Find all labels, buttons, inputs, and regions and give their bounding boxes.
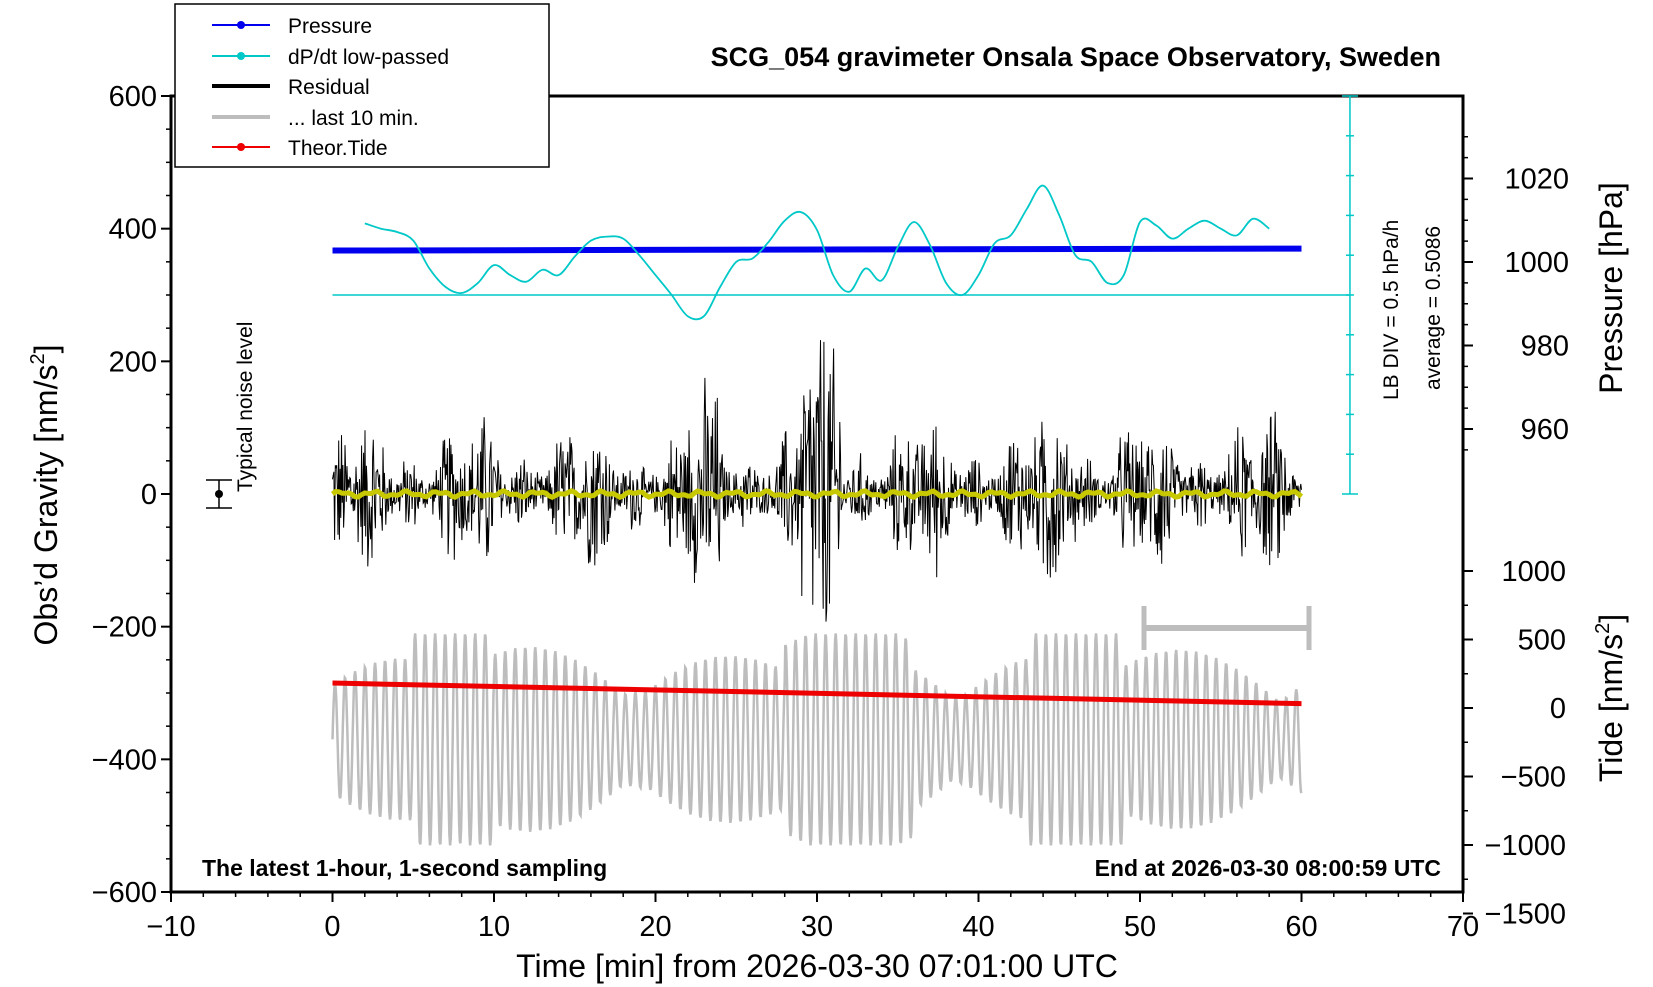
x-tick-label: 50 bbox=[1124, 911, 1156, 943]
pressure-tick-label: 1000 bbox=[1504, 247, 1569, 279]
legend-item-dpdt: dP/dt low-passed bbox=[212, 46, 449, 69]
y-tick-label: −600 bbox=[92, 877, 157, 909]
footer-end-time: End at 2026-03-30 08:00:59 UTC bbox=[1095, 855, 1441, 881]
y-tick-label: 200 bbox=[109, 346, 157, 378]
last-10-min-line bbox=[331, 633, 1303, 846]
tide-axis-label: Tide [nm/s2] bbox=[1592, 614, 1629, 782]
x-tick-label: 70 bbox=[1447, 911, 1479, 943]
x-tick-label: 0 bbox=[324, 911, 340, 943]
legend: Pressure dP/dt low-passed Residual ... l… bbox=[174, 3, 550, 168]
x-tick-label: 10 bbox=[478, 911, 510, 943]
axis-ticks: −10 0 10 20 30 40 50 60 70−600−400−2000200400600… bbox=[92, 81, 1569, 943]
pressure-average-label: average = 0.5086 bbox=[1422, 226, 1445, 390]
tide-tick-label: −1000 bbox=[1485, 830, 1566, 862]
legend-item-theor-tide: Theor.Tide bbox=[212, 137, 388, 160]
pressure-tick-label: 980 bbox=[1521, 331, 1569, 363]
tide-tick-label: −1500 bbox=[1485, 899, 1566, 931]
y-tick-label: 600 bbox=[109, 81, 157, 113]
svg-text:Residual: Residual bbox=[288, 76, 370, 99]
x-tick-label: 60 bbox=[1285, 911, 1317, 943]
x-tick-label: −10 bbox=[146, 911, 195, 943]
y-tick-label: −400 bbox=[92, 744, 157, 776]
noise-level-label: Typical noise level bbox=[234, 322, 257, 492]
x-tick-label: 40 bbox=[962, 911, 994, 943]
y-tick-label: 400 bbox=[109, 214, 157, 246]
pressure-line bbox=[332, 245, 1302, 254]
legend-item-last-10-min: ... last 10 min. bbox=[212, 107, 419, 130]
typical-noise-indicator bbox=[206, 479, 232, 509]
last-10-min-trace bbox=[331, 633, 1303, 846]
residual-line bbox=[332, 340, 1302, 622]
svg-text:... last 10 min.: ... last 10 min. bbox=[288, 107, 419, 130]
svg-text:dP/dt low-passed: dP/dt low-passed bbox=[288, 46, 449, 69]
svg-text:Pressure: Pressure bbox=[288, 15, 372, 38]
x-tick-label: 30 bbox=[801, 911, 833, 943]
theor-tide-line bbox=[332, 680, 1302, 707]
pressure-axis-label: Pressure [hPa] bbox=[1593, 182, 1629, 394]
pressure-tick-label: 1020 bbox=[1504, 164, 1569, 196]
tide-tick-label: 0 bbox=[1550, 693, 1566, 725]
data-series bbox=[332, 95, 1358, 707]
y-tick-label: −200 bbox=[92, 612, 157, 644]
last-10-min-bracket bbox=[1141, 606, 1312, 650]
residual-trace bbox=[330, 340, 1304, 622]
footer-sampling: The latest 1-hour, 1-second sampling bbox=[202, 855, 607, 881]
svg-text:Theor.Tide: Theor.Tide bbox=[288, 137, 388, 160]
tide-tick-label: −500 bbox=[1501, 762, 1566, 794]
y-tick-label: 0 bbox=[141, 479, 157, 511]
residual-smoothed-line bbox=[330, 488, 1304, 500]
tide-tick-label: 500 bbox=[1518, 625, 1566, 657]
tide-tick-label: 1000 bbox=[1501, 556, 1566, 588]
pressure-scale-label: LB DIV = 0.5 hPa/h bbox=[1380, 220, 1403, 400]
x-axis-label: Time [min] from 2026-03-30 07:01:00 UTC bbox=[516, 948, 1118, 984]
y-axis-label: Obs’d Gravity [nm/s2] bbox=[27, 345, 64, 646]
pressure-tick-label: 960 bbox=[1521, 414, 1569, 446]
legend-item-residual: Residual bbox=[212, 76, 370, 99]
x-tick-label: 20 bbox=[639, 911, 671, 943]
dpdt-line bbox=[364, 184, 1270, 321]
chart-title: SCG_054 gravimeter Onsala Space Observat… bbox=[711, 42, 1441, 72]
legend-item-pressure: Pressure bbox=[212, 15, 372, 38]
